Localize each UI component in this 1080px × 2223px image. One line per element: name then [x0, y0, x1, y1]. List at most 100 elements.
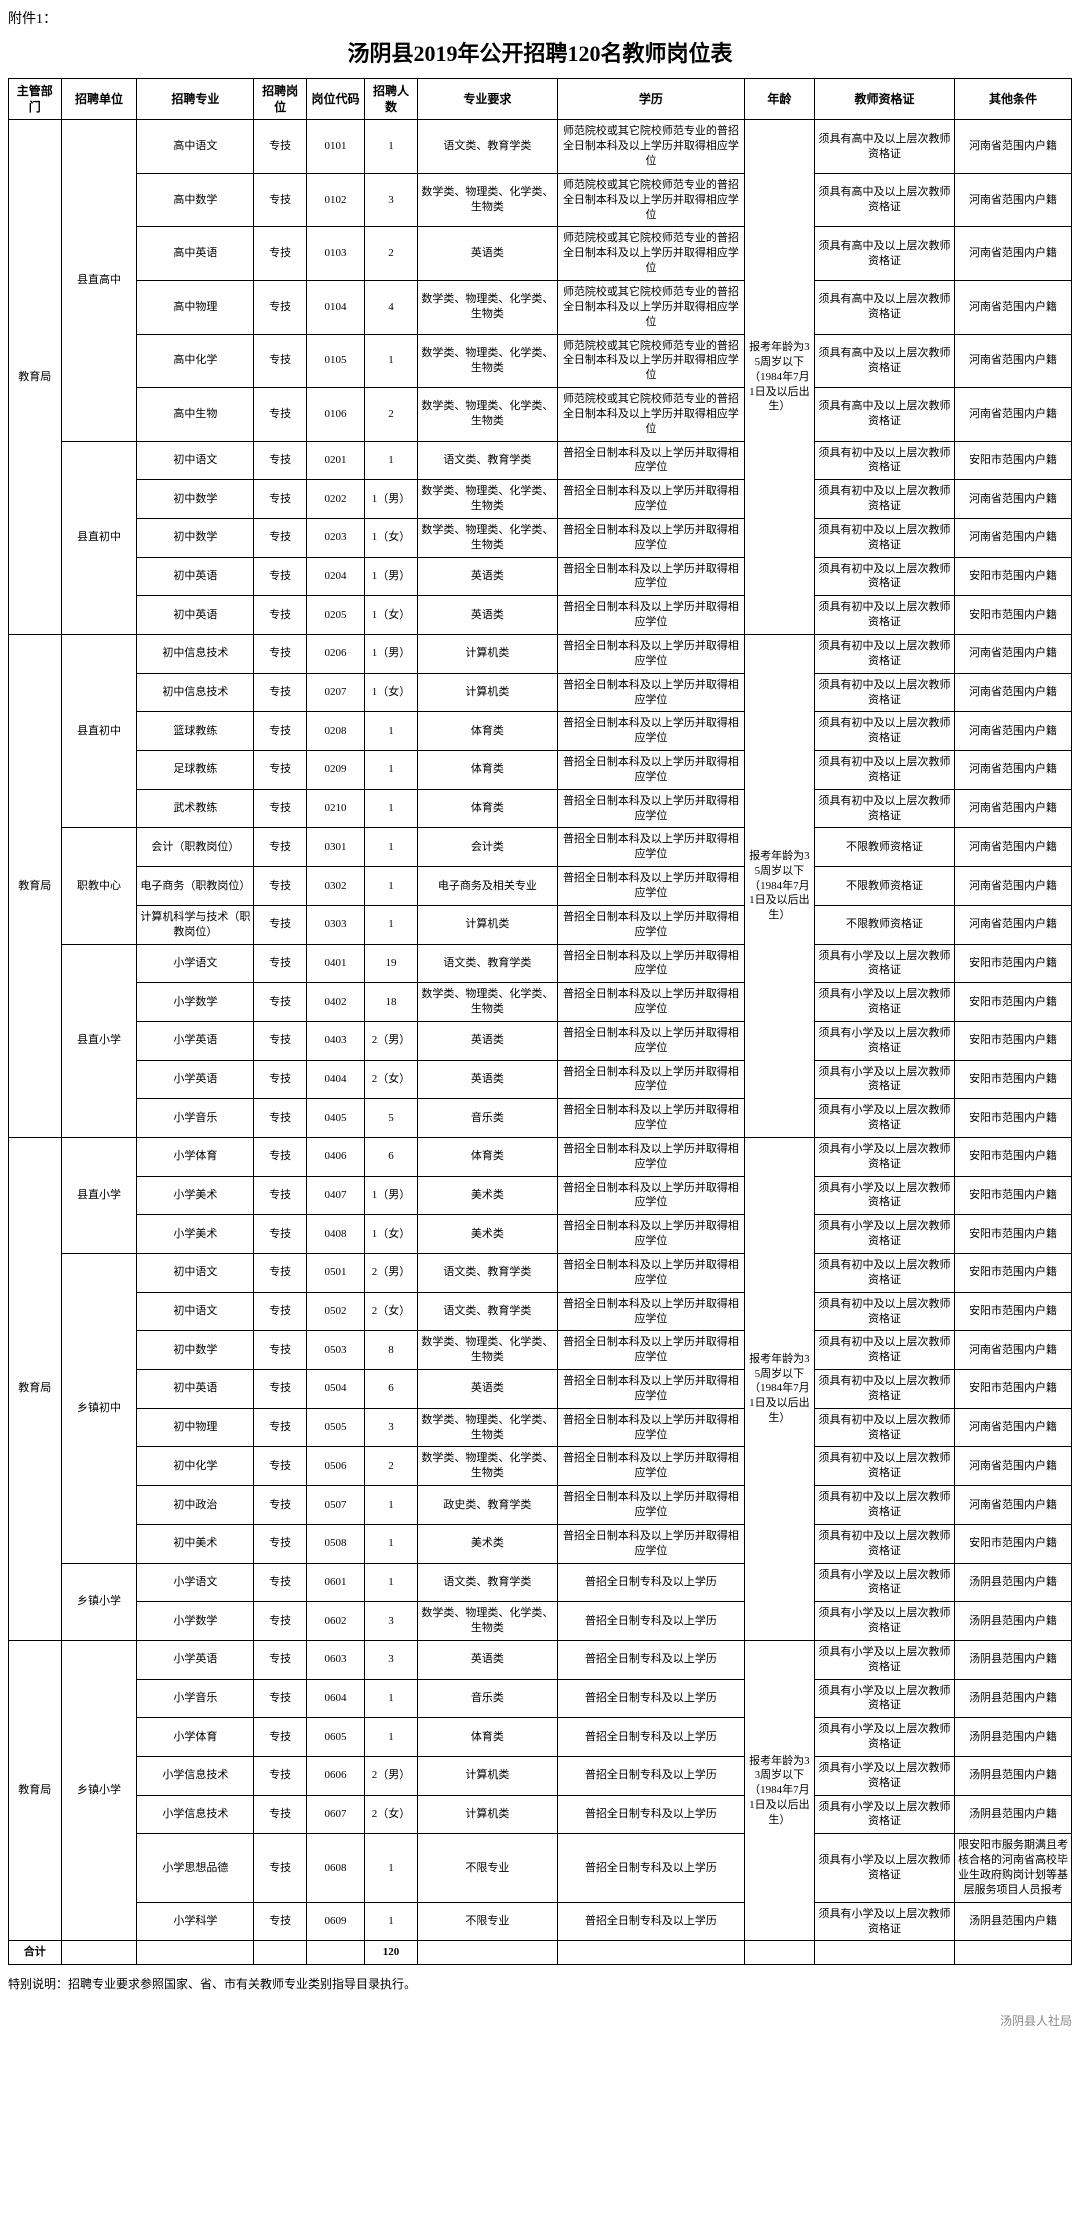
cell-major: 初中英语 [137, 596, 254, 635]
cell-cert: 须具有初中及以上层次教师资格证 [814, 480, 954, 519]
table-row: 初中物理专技05053数学类、物理类、化学类、生物类普招全日制本科及以上学历并取… [9, 1408, 1072, 1447]
cell-num: 2（男） [365, 1021, 418, 1060]
cell-cert: 须具有小学及以上层次教师资格证 [814, 1795, 954, 1834]
cell-num: 19 [365, 944, 418, 983]
cell-code: 0210 [306, 789, 364, 828]
cell-req: 语文类、教育学类 [417, 120, 557, 174]
table-row: 县直小学小学语文专技040119语文类、教育学类普招全日制本科及以上学历并取得相… [9, 944, 1072, 983]
cell-code: 0302 [306, 867, 364, 906]
cell-other: 汤阴县范围内户籍 [955, 1640, 1072, 1679]
header-post: 招聘岗位 [254, 79, 307, 120]
cell-unit: 县直高中 [61, 120, 137, 441]
cell-cert: 须具有初中及以上层次教师资格证 [814, 635, 954, 674]
table-row: 小学思想品德专技06081不限专业普招全日制专科及以上学历须具有小学及以上层次教… [9, 1834, 1072, 1902]
cell-num: 4 [365, 280, 418, 334]
cell-other: 安阳市范围内户籍 [955, 1021, 1072, 1060]
cell-unit: 乡镇小学 [61, 1640, 137, 1941]
cell-major: 初中信息技术 [137, 673, 254, 712]
cell-cert: 须具有初中及以上层次教师资格证 [814, 1331, 954, 1370]
cell-post: 专技 [254, 1021, 307, 1060]
cell-edu: 普招全日制本科及以上学历并取得相应学位 [557, 480, 744, 519]
table-row: 初中英语专技05046英语类普招全日制本科及以上学历并取得相应学位须具有初中及以… [9, 1370, 1072, 1409]
cell-cert: 须具有小学及以上层次教师资格证 [814, 1756, 954, 1795]
cell-other: 河南省范围内户籍 [955, 120, 1072, 174]
cell-code: 0606 [306, 1756, 364, 1795]
cell-cert: 须具有初中及以上层次教师资格证 [814, 1447, 954, 1486]
cell-code: 0404 [306, 1060, 364, 1099]
cell-req: 数学类、物理类、化学类、生物类 [417, 388, 557, 442]
cell-empty [306, 1941, 364, 1965]
cell-req: 体育类 [417, 751, 557, 790]
cell-other: 河南省范围内户籍 [955, 712, 1072, 751]
cell-req: 数学类、物理类、化学类、生物类 [417, 518, 557, 557]
cell-post: 专技 [254, 518, 307, 557]
cell-other: 安阳市范围内户籍 [955, 1524, 1072, 1563]
cell-empty [137, 1941, 254, 1965]
cell-major: 初中数学 [137, 518, 254, 557]
cell-cert: 须具有初中及以上层次教师资格证 [814, 441, 954, 480]
cell-major: 小学科学 [137, 1902, 254, 1941]
cell-unit: 县直初中 [61, 441, 137, 634]
cell-major: 小学语文 [137, 944, 254, 983]
cell-cert: 须具有初中及以上层次教师资格证 [814, 518, 954, 557]
cell-post: 专技 [254, 1679, 307, 1718]
cell-empty [557, 1941, 744, 1965]
cell-code: 0508 [306, 1524, 364, 1563]
cell-unit: 县直小学 [61, 944, 137, 1137]
table-row: 小学英语专技04042（女）英语类普招全日制本科及以上学历并取得相应学位须具有小… [9, 1060, 1072, 1099]
cell-edu: 普招全日制专科及以上学历 [557, 1602, 744, 1641]
cell-code: 0604 [306, 1679, 364, 1718]
table-row: 小学信息技术专技06062（男）计算机类普招全日制专科及以上学历须具有小学及以上… [9, 1756, 1072, 1795]
table-row: 初中数学专技02021（男）数学类、物理类、化学类、生物类普招全日制本科及以上学… [9, 480, 1072, 519]
cell-code: 0209 [306, 751, 364, 790]
cell-num: 1（女） [365, 596, 418, 635]
cell-code: 0103 [306, 227, 364, 281]
cell-cert: 须具有小学及以上层次教师资格证 [814, 1718, 954, 1757]
cell-unit: 县直初中 [61, 635, 137, 828]
cell-other: 汤阴县范围内户籍 [955, 1795, 1072, 1834]
header-cert: 教师资格证 [814, 79, 954, 120]
cell-empty [955, 1941, 1072, 1965]
cell-req: 数学类、物理类、化学类、生物类 [417, 480, 557, 519]
cell-edu: 师范院校或其它院校师范专业的普招全日制本科及以上学历并取得相应学位 [557, 388, 744, 442]
cell-post: 专技 [254, 227, 307, 281]
cell-post: 专技 [254, 120, 307, 174]
cell-req: 体育类 [417, 712, 557, 751]
cell-num: 3 [365, 1408, 418, 1447]
cell-other: 安阳市范围内户籍 [955, 1215, 1072, 1254]
cell-code: 0207 [306, 673, 364, 712]
cell-major: 篮球教练 [137, 712, 254, 751]
header-edu: 学历 [557, 79, 744, 120]
cell-other: 河南省范围内户籍 [955, 280, 1072, 334]
cell-req: 英语类 [417, 1370, 557, 1409]
cell-req: 计算机类 [417, 905, 557, 944]
cell-code: 0405 [306, 1099, 364, 1138]
cell-major: 小学思想品德 [137, 1834, 254, 1902]
cell-code: 0303 [306, 905, 364, 944]
header-age: 年龄 [744, 79, 814, 120]
cell-other: 限安阳市服务期满且考核合格的河南省高校毕业生政府购岗计划等基层服务项目人员报考 [955, 1834, 1072, 1902]
cell-other: 汤阴县范围内户籍 [955, 1563, 1072, 1602]
cell-edu: 普招全日制本科及以上学历并取得相应学位 [557, 867, 744, 906]
cell-edu: 普招全日制专科及以上学历 [557, 1640, 744, 1679]
cell-post: 专技 [254, 789, 307, 828]
cell-cert: 不限教师资格证 [814, 905, 954, 944]
cell-edu: 普招全日制本科及以上学历并取得相应学位 [557, 1370, 744, 1409]
cell-major: 初中数学 [137, 1331, 254, 1370]
cell-post: 专技 [254, 1563, 307, 1602]
cell-edu: 师范院校或其它院校师范专业的普招全日制本科及以上学历并取得相应学位 [557, 173, 744, 227]
header-num: 招聘人数 [365, 79, 418, 120]
cell-other: 汤阴县范围内户籍 [955, 1718, 1072, 1757]
cell-edu: 师范院校或其它院校师范专业的普招全日制本科及以上学历并取得相应学位 [557, 280, 744, 334]
cell-num: 1 [365, 334, 418, 388]
cell-other: 河南省范围内户籍 [955, 1408, 1072, 1447]
table-row: 初中数学专技05038数学类、物理类、化学类、生物类普招全日制本科及以上学历并取… [9, 1331, 1072, 1370]
cell-other: 河南省范围内户籍 [955, 334, 1072, 388]
cell-other: 安阳市范围内户籍 [955, 1254, 1072, 1293]
cell-req: 政史类、教育学类 [417, 1486, 557, 1525]
table-row: 小学体育专技06051体育类普招全日制专科及以上学历须具有小学及以上层次教师资格… [9, 1718, 1072, 1757]
cell-edu: 普招全日制专科及以上学历 [557, 1563, 744, 1602]
cell-cert: 须具有小学及以上层次教师资格证 [814, 1834, 954, 1902]
cell-cert: 不限教师资格证 [814, 867, 954, 906]
cell-post: 专技 [254, 751, 307, 790]
